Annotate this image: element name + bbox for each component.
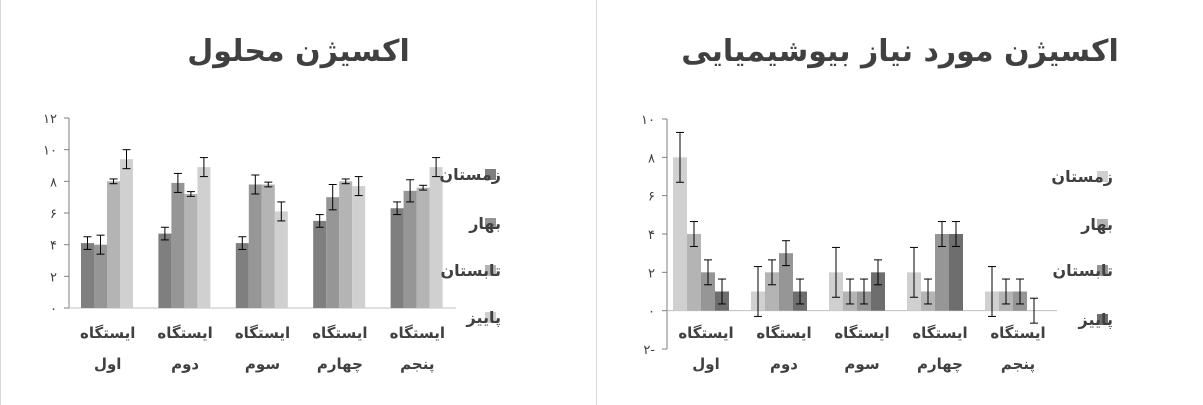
legend-swatch: [1097, 219, 1108, 230]
category-label: ایستگاه: [235, 324, 290, 342]
bar: [171, 182, 185, 308]
chart-title: اکسیژن مورد نیاز بیوشیمیایی: [681, 34, 1119, 69]
bar: [94, 244, 107, 308]
category-label: ایستگاه: [990, 324, 1045, 342]
bar: [779, 253, 793, 311]
bar: [81, 243, 94, 308]
bar: [197, 167, 211, 308]
legend-label: تابستان: [441, 261, 502, 280]
chart-svg-bod: ۲- ۰ ۲ ۴ ۶ ۸ ۱۰ ایستگاه اول ایستگاه دوم ایستگاه سوم ا…: [641, 113, 1114, 374]
bar: [326, 197, 340, 308]
y-tick-label: ۸: [50, 175, 57, 190]
legend-label: بهار: [1080, 215, 1113, 234]
y-tick-label: ۰: [50, 302, 57, 317]
bar: [416, 187, 430, 308]
category-label: دوم: [171, 355, 199, 373]
bar: [765, 272, 779, 311]
legend-label: زمستان: [439, 165, 501, 184]
category-label: ایستگاه: [834, 324, 889, 342]
bar: [429, 167, 443, 308]
bar: [871, 272, 885, 311]
category-label: ایستگاه: [157, 324, 212, 342]
legend-label: پاییز: [1077, 310, 1113, 330]
chart-panel-dissolved-oxygen: اکسیژن محلول ۰ ۲ ۴ ۶ ۸ ۱۰ ۱۲ ایستگاه اول ایستگاه د…: [0, 0, 597, 405]
legend-swatch: [485, 265, 496, 276]
legend-swatch: [485, 312, 496, 323]
category-label: ایستگاه: [312, 324, 367, 342]
y-tick-label: ۱۲: [43, 112, 57, 127]
bar: [248, 184, 262, 308]
legend-label: تابستان: [1053, 261, 1114, 280]
category-label: ایستگاه: [912, 324, 967, 342]
y-tick-label: ۱۰: [641, 113, 655, 128]
legend-swatch: [1097, 265, 1108, 276]
category-label: ایستگاه: [756, 324, 811, 342]
bar: [235, 243, 249, 308]
category-label: اول: [692, 355, 719, 373]
legend-swatch: [485, 218, 496, 229]
y-tick-label: ۱۰: [43, 144, 57, 159]
bar: [949, 234, 963, 311]
bar: [107, 181, 120, 308]
category-label: پنجم: [400, 355, 434, 374]
category-label: چهارم: [917, 355, 963, 374]
category-label: ایستگاه: [80, 324, 135, 342]
chart-svg-dissolved-oxygen: ۰ ۲ ۴ ۶ ۸ ۱۰ ۱۲ ایستگاه اول ایستگاه دوم ایستگاه سوم ا…: [43, 112, 502, 374]
y-tick-label: ۲-: [643, 343, 655, 358]
category-label: چهارم: [317, 355, 363, 374]
category-label: اول: [94, 355, 121, 373]
y-tick-label: ۰: [648, 305, 655, 320]
bar: [935, 234, 949, 311]
bar: [390, 208, 404, 308]
category-label: دوم: [770, 355, 798, 373]
category-label: سوم: [844, 355, 879, 373]
bar: [352, 186, 366, 308]
bar: [184, 194, 198, 308]
legend-label: زمستان: [1051, 167, 1113, 186]
y-tick-label: ۲: [50, 270, 57, 285]
category-label: پنجم: [1001, 355, 1035, 374]
bar: [261, 184, 275, 308]
bar: [403, 190, 417, 308]
y-tick-label: ۴: [648, 228, 655, 243]
chart-title: اکسیژن محلول: [187, 34, 410, 69]
bar: [313, 220, 327, 308]
bar: [274, 211, 288, 308]
bar: [120, 159, 133, 308]
chart-panel-bod: اکسیژن مورد نیاز بیوشیمیایی ۲- ۰ ۲ ۴ ۶ ۸ ۱۰ ایس…: [597, 0, 1203, 405]
legend-swatch: [485, 169, 496, 180]
y-tick-label: ۶: [648, 190, 655, 205]
category-label: سوم: [245, 355, 280, 373]
legend-label: پاییز: [465, 308, 501, 328]
legend-label: بهار: [468, 214, 501, 233]
legend-swatch: [1097, 314, 1108, 325]
y-tick-label: ۴: [50, 239, 57, 254]
bar: [339, 181, 353, 308]
y-tick-label: ۶: [50, 207, 57, 222]
y-tick-label: ۲: [648, 266, 655, 281]
bar: [687, 234, 701, 311]
bar: [673, 157, 687, 311]
category-label: ایستگاه: [390, 324, 445, 342]
bar: [158, 233, 172, 308]
bar: [701, 272, 715, 311]
category-label: ایستگاه: [678, 324, 733, 342]
y-tick-label: ۸: [648, 151, 655, 166]
legend-swatch: [1097, 171, 1108, 182]
